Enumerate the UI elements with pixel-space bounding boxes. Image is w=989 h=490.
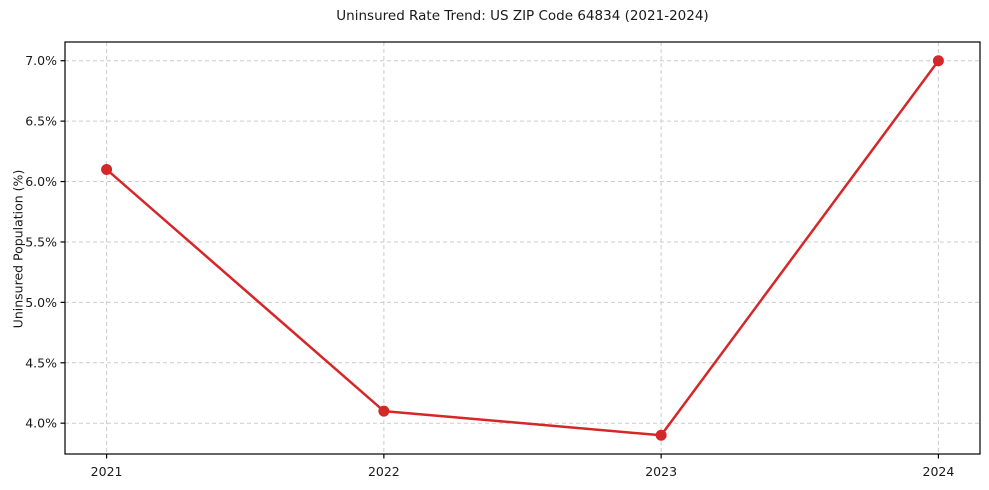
trend-line (105, 59, 940, 437)
y-tick-label: 4.5% (25, 355, 57, 370)
y-tick-label: 6.0% (25, 174, 57, 189)
y-tick-label: 5.5% (25, 234, 57, 249)
x-tick-label: 2022 (368, 464, 400, 479)
x-tick-label: 2024 (923, 464, 955, 479)
chart-title: Uninsured Rate Trend: US ZIP Code 64834 … (336, 8, 709, 24)
plot-border (64, 41, 981, 455)
data-point-marker (101, 163, 113, 175)
x-tick-label: 2023 (645, 464, 677, 479)
data-point-marker (932, 55, 944, 67)
y-tick-label: 7.0% (25, 53, 57, 68)
data-point-marker (655, 429, 667, 441)
y-tick-label: 6.5% (25, 114, 57, 129)
y-tick-label: 5.0% (25, 295, 57, 310)
data-point-marker (378, 405, 390, 417)
x-tick-label: 2021 (91, 464, 123, 479)
y-tick-label: 4.0% (25, 416, 57, 431)
y-axis-label: Uninsured Population (%) (10, 169, 26, 329)
